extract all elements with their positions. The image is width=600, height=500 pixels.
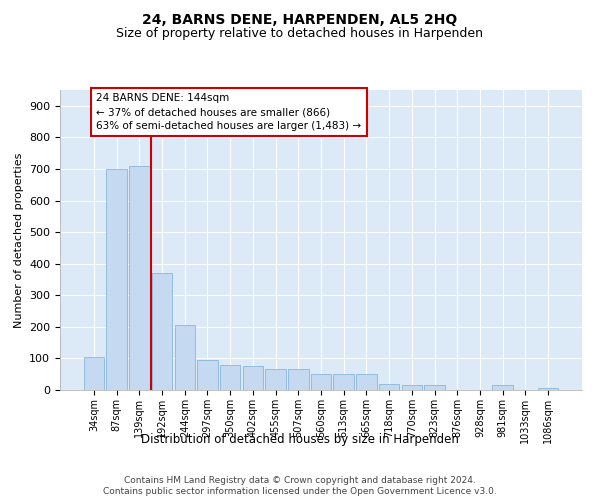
Bar: [242, 366, 263, 390]
Bar: [493, 386, 513, 390]
Text: Contains HM Land Registry data © Crown copyright and database right 2024.: Contains HM Land Registry data © Crown c…: [124, 476, 476, 485]
Bar: [538, 388, 558, 390]
Text: Contains public sector information licensed under the Open Government Licence v3: Contains public sector information licen…: [103, 488, 497, 496]
Bar: [356, 374, 377, 390]
Bar: [424, 386, 445, 390]
Bar: [220, 364, 241, 390]
Bar: [265, 370, 286, 390]
Bar: [311, 374, 331, 390]
Bar: [288, 370, 308, 390]
Bar: [175, 326, 195, 390]
Bar: [152, 273, 172, 390]
Bar: [401, 386, 422, 390]
Y-axis label: Number of detached properties: Number of detached properties: [14, 152, 23, 328]
Bar: [197, 360, 218, 390]
Text: Size of property relative to detached houses in Harpenden: Size of property relative to detached ho…: [116, 28, 484, 40]
Bar: [84, 357, 104, 390]
Bar: [106, 169, 127, 390]
Bar: [379, 384, 400, 390]
Bar: [334, 374, 354, 390]
Text: Distribution of detached houses by size in Harpenden: Distribution of detached houses by size …: [141, 432, 459, 446]
Text: 24, BARNS DENE, HARPENDEN, AL5 2HQ: 24, BARNS DENE, HARPENDEN, AL5 2HQ: [142, 12, 458, 26]
Bar: [129, 166, 149, 390]
Text: 24 BARNS DENE: 144sqm
← 37% of detached houses are smaller (866)
63% of semi-det: 24 BARNS DENE: 144sqm ← 37% of detached …: [96, 93, 361, 131]
